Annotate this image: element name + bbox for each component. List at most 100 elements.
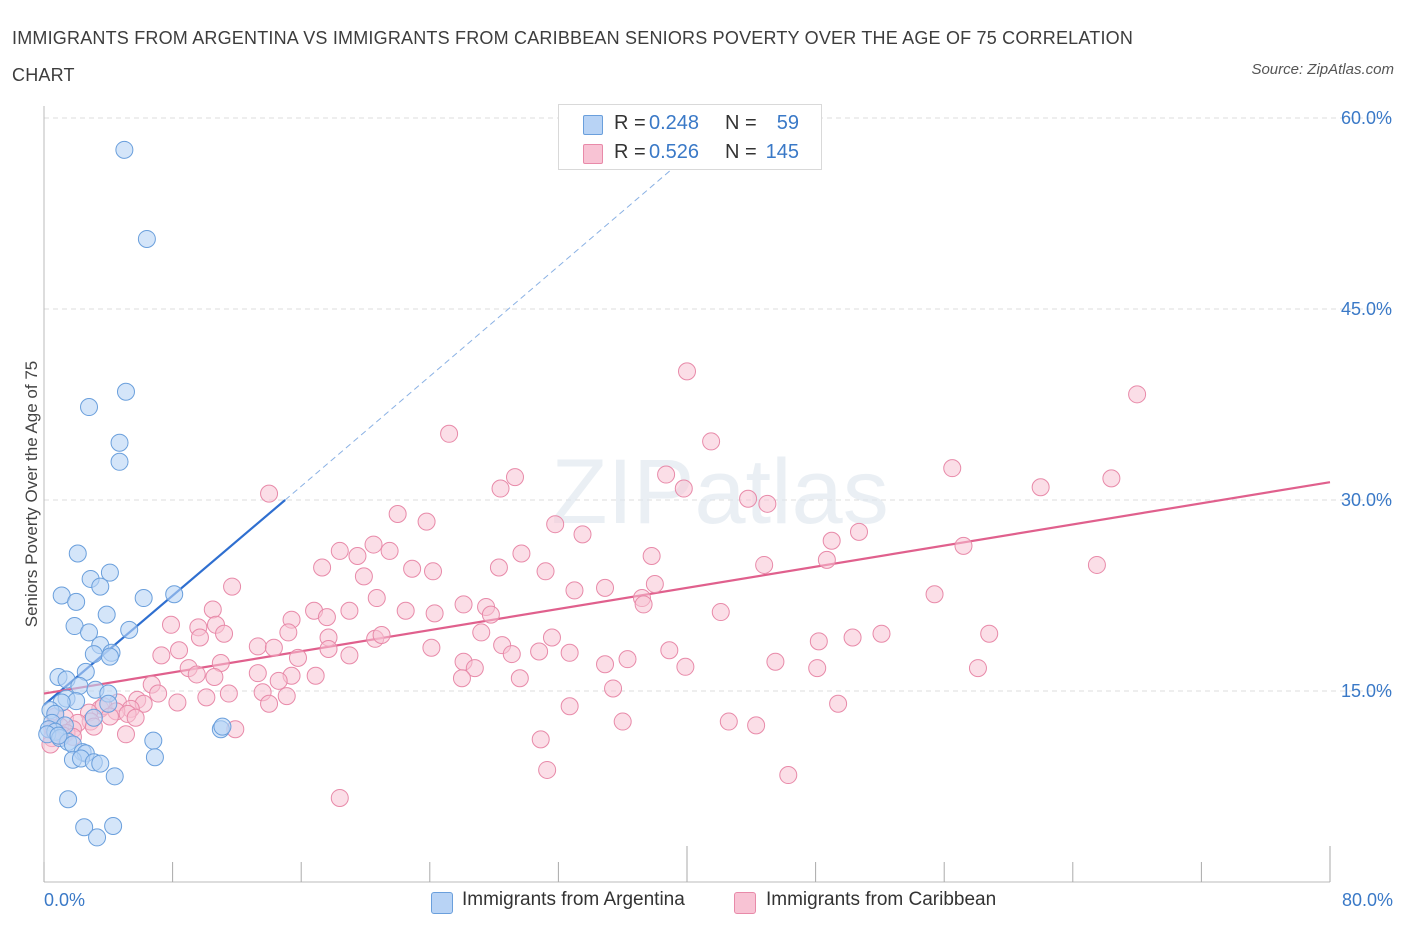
caribbean-point: [779, 766, 798, 785]
caribbean-point: [472, 623, 491, 642]
y-tick-label: 15.0%: [1341, 681, 1392, 701]
argentina-point: [67, 592, 86, 611]
caribbean-point: [510, 669, 529, 688]
caribbean-point: [604, 679, 623, 698]
caribbean-point: [417, 512, 436, 531]
caribbean-point: [465, 659, 484, 678]
source-credit: Source: ZipAtlas.com: [1251, 61, 1394, 78]
caribbean-point: [380, 541, 399, 560]
caribbean-point: [279, 623, 298, 642]
argentina-point: [80, 398, 99, 417]
argentina-point: [120, 620, 139, 639]
caribbean-points: [41, 362, 1147, 807]
caribbean-point: [454, 595, 473, 614]
argentina-point: [165, 585, 184, 604]
caribbean-point: [367, 589, 386, 608]
caribbean-point: [403, 559, 422, 578]
caribbean-point: [317, 608, 336, 627]
caribbean-point: [330, 788, 349, 807]
x-tick-min: 0.0%: [44, 890, 86, 910]
caribbean-point: [925, 585, 944, 604]
caribbean-point: [613, 712, 632, 731]
caribbean-point: [758, 494, 777, 513]
argentina-point: [134, 589, 153, 608]
axis-layer: [43, 106, 1331, 883]
argentina-point: [213, 717, 232, 736]
caribbean-point: [536, 562, 555, 581]
caribbean-point: [850, 522, 869, 541]
bottom-legend-caribbean-swatch: [734, 892, 756, 914]
caribbean-point: [422, 638, 441, 657]
caribbean-point: [618, 650, 637, 669]
caribbean-point: [260, 484, 279, 503]
caribbean-point: [538, 760, 557, 779]
y-tick-labels: 15.0% 30.0% 45.0% 60.0%: [1341, 108, 1392, 701]
argentina-point: [144, 731, 163, 750]
caribbean-point: [491, 479, 510, 498]
caribbean-point: [943, 459, 962, 478]
legend: R = 0.248 N = 59 R = 0.526 N = 145: [558, 104, 822, 170]
argentina-point: [110, 433, 129, 452]
legend-n-value: 145: [765, 141, 799, 163]
caribbean-point: [372, 625, 391, 644]
argentina-points: [38, 140, 232, 847]
y-tick-label: 60.0%: [1341, 108, 1392, 128]
caribbean-point: [205, 667, 224, 686]
caribbean-point: [531, 730, 550, 749]
argentina-trend-extension: [284, 155, 688, 501]
legend-n-label: N =: [725, 112, 757, 134]
caribbean-point: [502, 645, 521, 664]
caribbean-point: [560, 697, 579, 716]
caribbean-point: [872, 624, 891, 643]
argentina-point: [115, 140, 134, 159]
caribbean-point: [596, 578, 615, 597]
y-tick-label: 45.0%: [1341, 299, 1392, 319]
caribbean-point: [116, 725, 135, 744]
caribbean-point: [505, 468, 524, 487]
caribbean-point: [248, 637, 267, 656]
caribbean-point: [678, 362, 696, 381]
caribbean-point: [968, 659, 987, 678]
caribbean-point: [1087, 555, 1106, 574]
caribbean-point: [747, 716, 766, 735]
legend-r-label: R =: [614, 141, 646, 163]
caribbean-point: [817, 550, 836, 569]
legend-row-argentina: R = 0.248 N = 59: [559, 110, 821, 140]
caribbean-point: [424, 562, 443, 581]
legend-r-label: R =: [614, 112, 646, 134]
caribbean-point: [152, 646, 171, 665]
caribbean-point: [203, 600, 222, 619]
caribbean-point: [313, 558, 332, 577]
caribbean-point: [1128, 385, 1147, 404]
caribbean-point: [829, 694, 848, 713]
caribbean-point: [223, 577, 242, 596]
bottom-legend-caribbean: Immigrants from Caribbean: [766, 889, 997, 910]
argentina-point: [49, 726, 68, 745]
argentina-point: [100, 647, 119, 666]
legend-r-value: 0.248: [649, 112, 700, 134]
caribbean-point: [319, 639, 338, 658]
caribbean-point: [546, 515, 565, 534]
y-tick-label: 30.0%: [1341, 490, 1392, 510]
caribbean-point: [388, 505, 407, 524]
caribbean-point: [822, 531, 841, 550]
argentina-swatch: [583, 115, 603, 135]
argentina-point: [59, 790, 78, 809]
caribbean-point: [702, 432, 721, 451]
trend-layer: [43, 155, 1331, 706]
caribbean-point: [634, 595, 653, 614]
caribbean-point: [645, 575, 664, 594]
caribbean-point: [215, 624, 234, 643]
chart-title: IMMIGRANTS FROM ARGENTINA VS IMMIGRANTS …: [12, 28, 1134, 85]
caribbean-point: [719, 712, 738, 731]
caribbean-point: [512, 544, 531, 563]
argentina-point: [91, 754, 110, 773]
caribbean-point: [440, 424, 459, 443]
caribbean-trend-line: [43, 481, 1331, 695]
caribbean-point: [149, 684, 168, 703]
argentina-point: [145, 748, 164, 767]
caribbean-point: [187, 665, 206, 684]
argentina-point: [80, 623, 99, 642]
caribbean-point: [126, 708, 145, 727]
caribbean-point: [248, 664, 267, 683]
